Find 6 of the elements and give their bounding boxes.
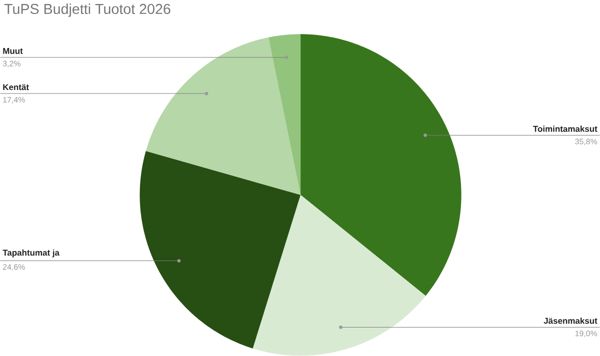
slice-label: Toimintamaksut [533, 126, 598, 132]
slice-label: Kentät [3, 84, 29, 90]
slice-label: Muut [3, 48, 23, 54]
slice-label: Jäsenmaksut [544, 318, 598, 324]
slice-label: Tapahtumat ja [2, 250, 60, 258]
chart-title: TuPS Budjetti Tuotot 2026 [4, 4, 170, 18]
